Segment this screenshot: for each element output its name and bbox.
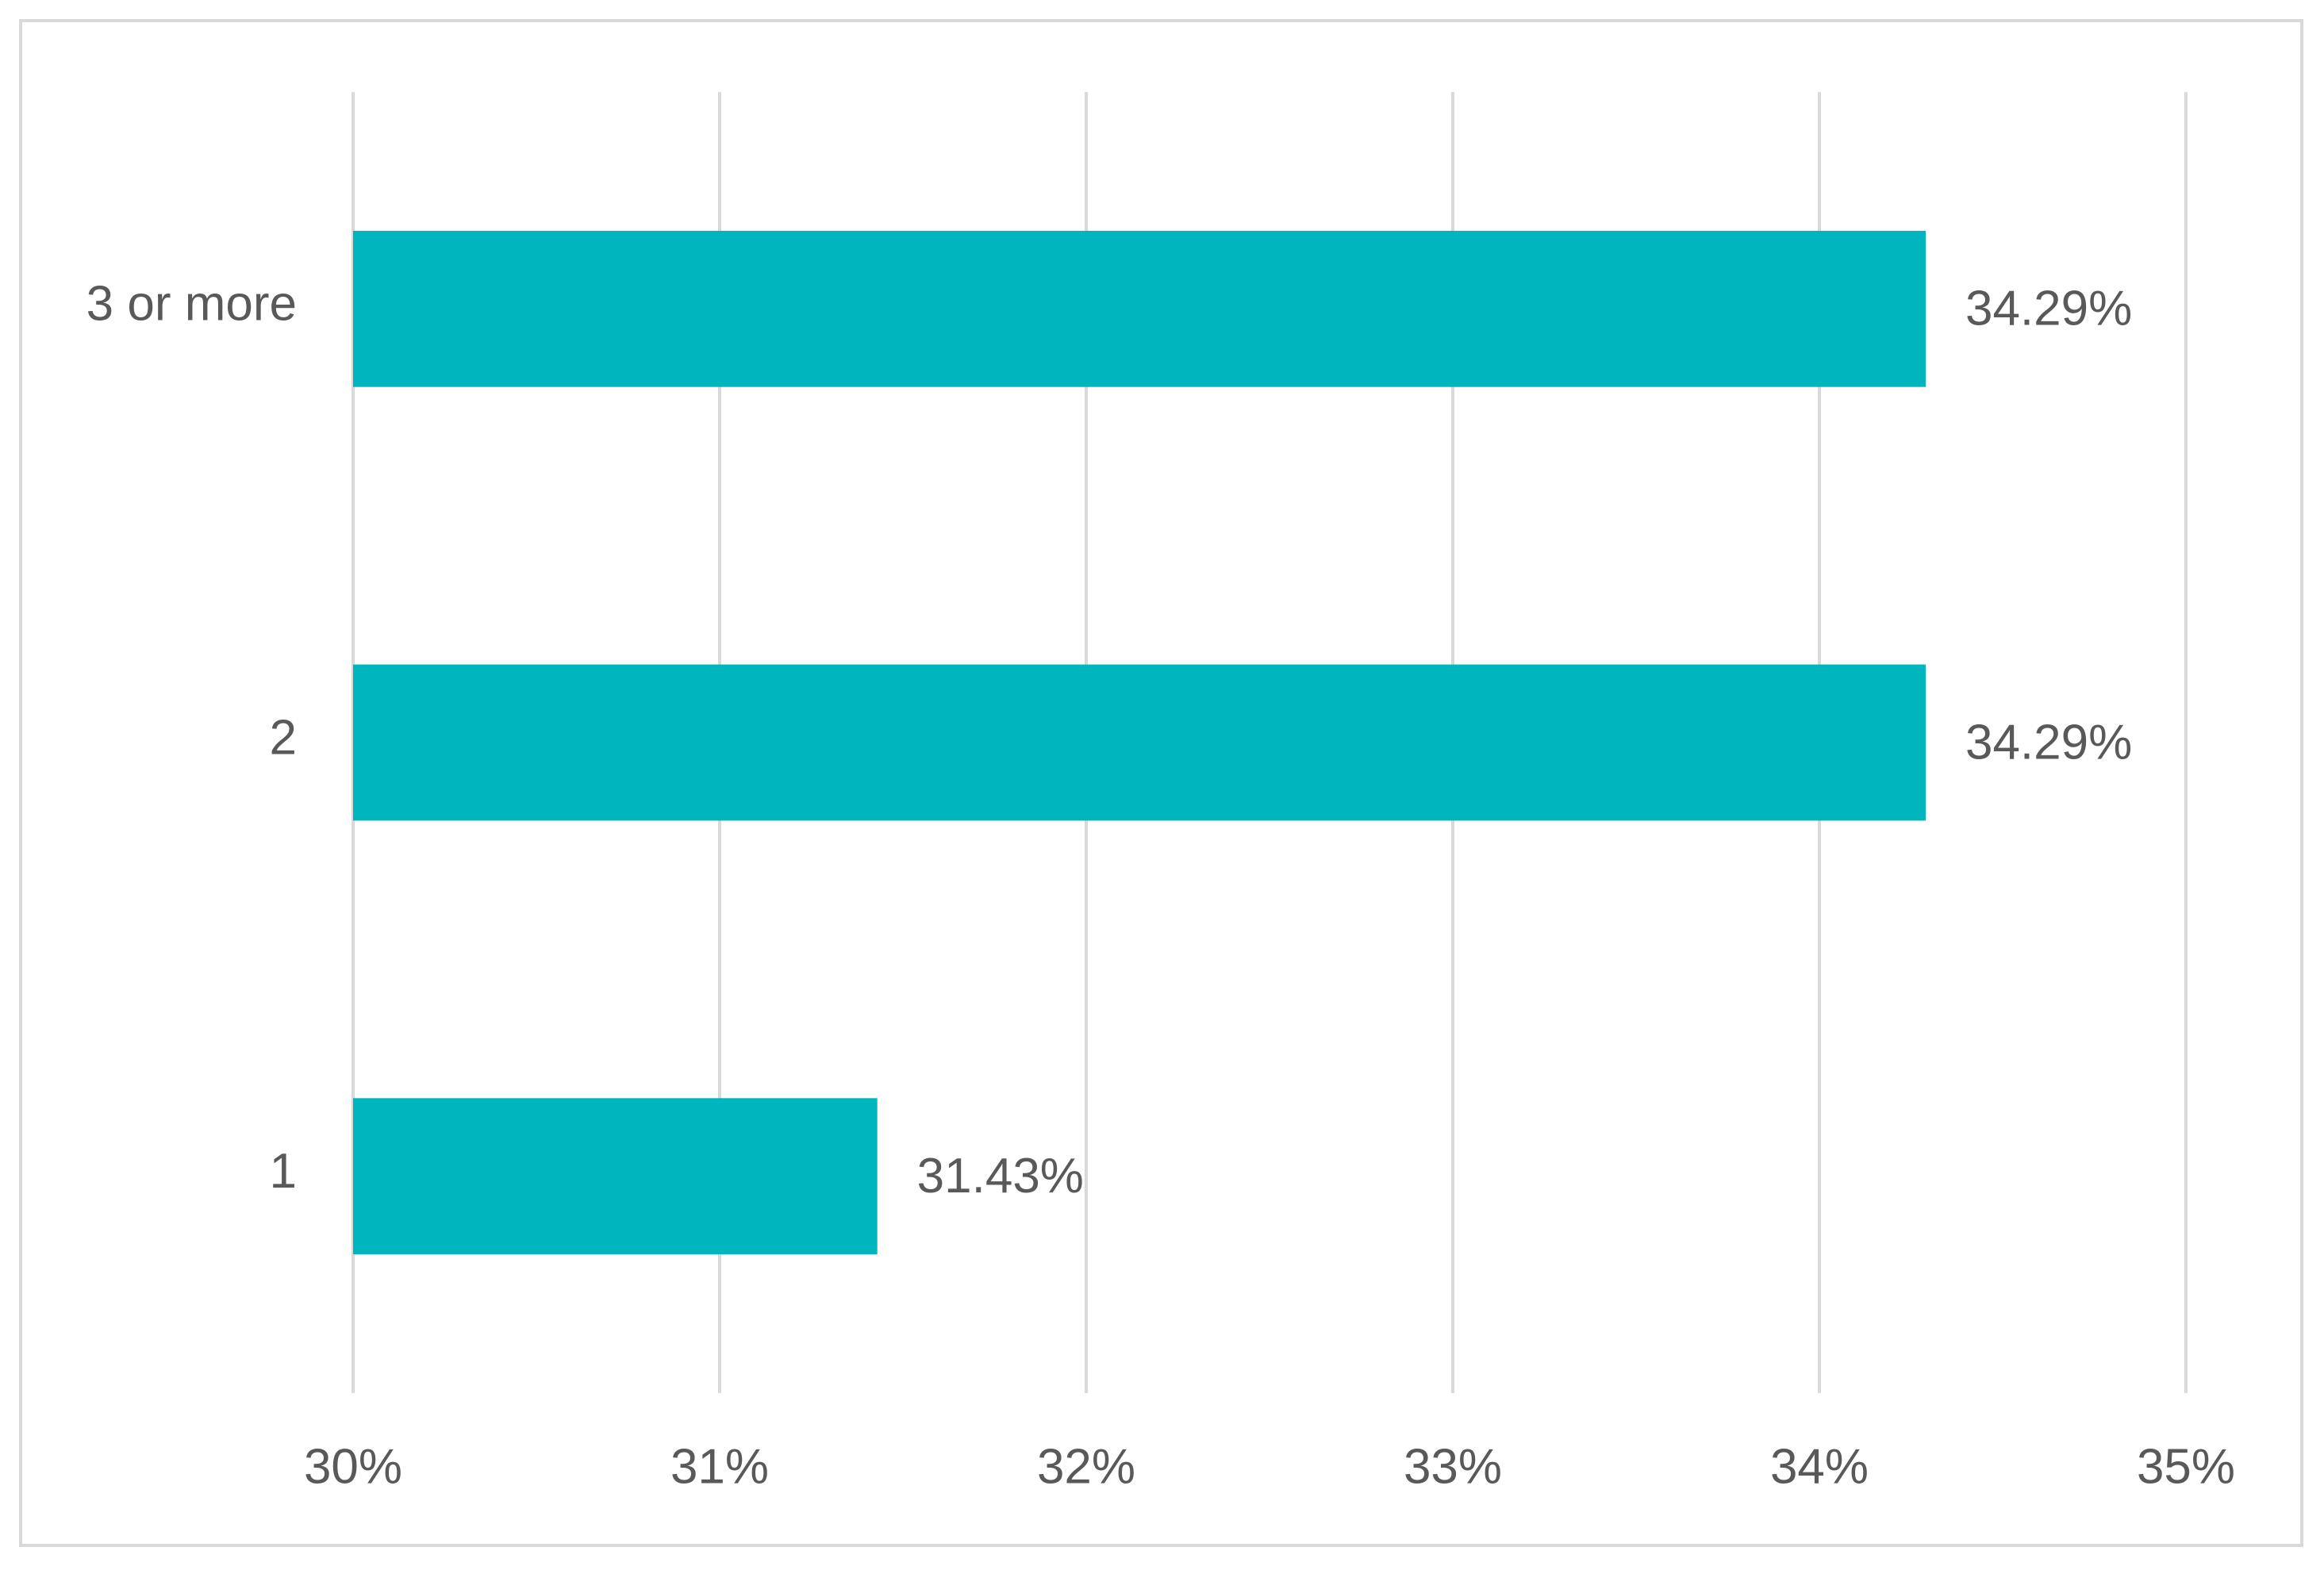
y-tick-label: 2 xyxy=(270,710,297,765)
x-tick-label: 35% xyxy=(2137,1439,2235,1494)
y-tick-label: 1 xyxy=(270,1144,297,1199)
x-tick-label: 33% xyxy=(1404,1439,1502,1494)
value-label: 34.29% xyxy=(1965,715,2132,770)
bar xyxy=(353,1098,878,1255)
bar xyxy=(353,230,1926,387)
x-tick-label: 30% xyxy=(304,1439,402,1494)
value-label: 31.43% xyxy=(917,1149,1084,1203)
value-label: 34.29% xyxy=(1965,282,2132,336)
x-tick-label: 32% xyxy=(1037,1439,1135,1494)
bar xyxy=(353,664,1926,821)
y-tick-label: 3 or more xyxy=(86,277,297,332)
x-tick-label: 34% xyxy=(1770,1439,1869,1494)
x-tick-label: 31% xyxy=(670,1439,769,1494)
